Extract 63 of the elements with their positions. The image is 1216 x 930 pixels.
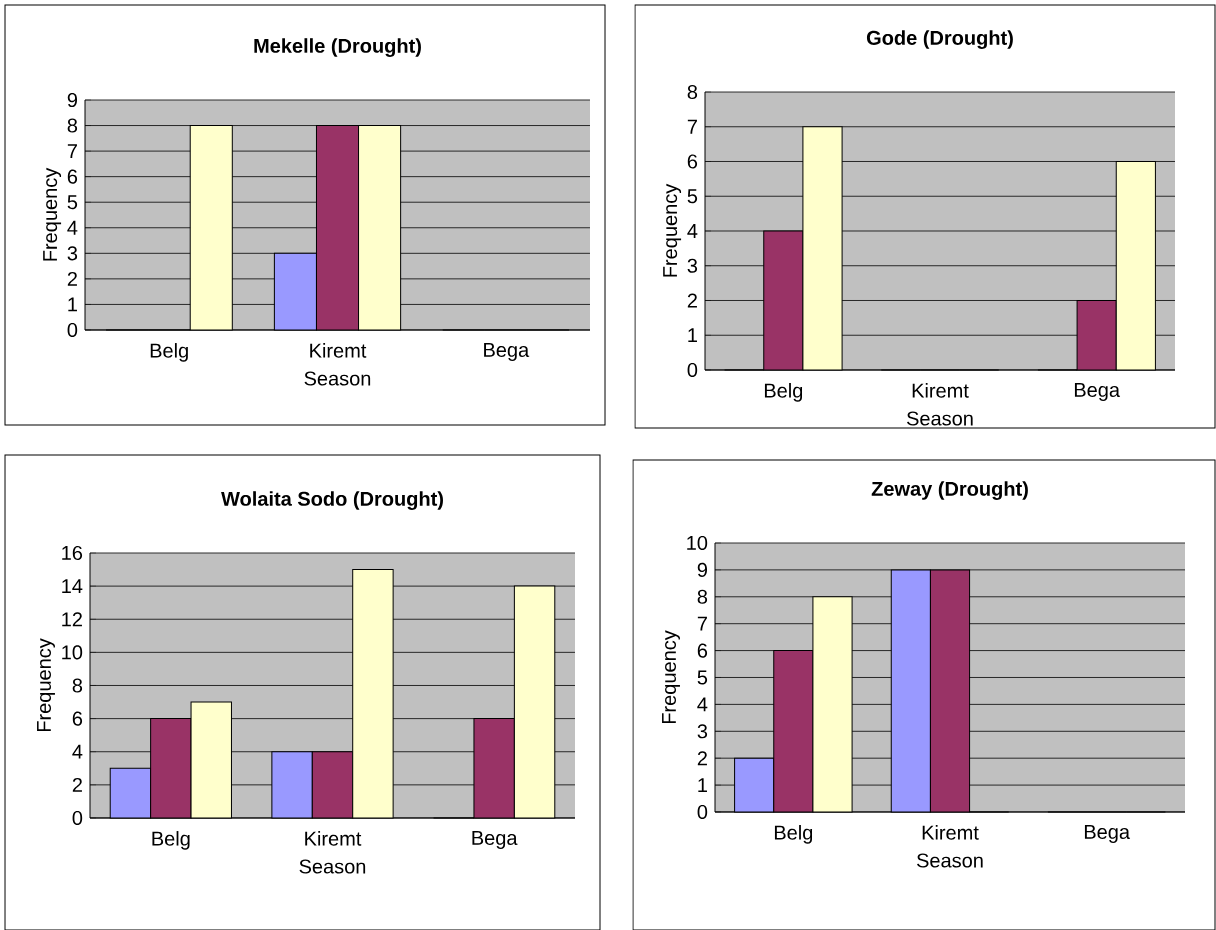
- y-tick-label: 6: [67, 169, 78, 184]
- y-tick-label: 7: [687, 119, 697, 134]
- y-tick-label: 8: [697, 589, 708, 604]
- chart-title: Zeway (Drought): [871, 480, 1028, 500]
- x-tick-label: Kiremt: [912, 382, 969, 398]
- y-tick-label: 5: [67, 194, 78, 209]
- x-tick-label: Belg: [764, 382, 803, 402]
- y-tick-label: 8: [72, 678, 83, 693]
- y-tick-label: 2: [687, 293, 697, 308]
- y-tick-label: 9: [697, 562, 708, 577]
- chart-title: Mekelle (Drought): [254, 37, 421, 57]
- y-tick-label: 6: [697, 643, 708, 658]
- y-tick-label: 7: [67, 143, 77, 158]
- y-tick-label: 7: [697, 616, 707, 631]
- y-tick-label: 1: [688, 328, 697, 342]
- x-axis-title: Season: [304, 371, 371, 386]
- y-tick-label: 5: [687, 189, 698, 203]
- y-tick-label: 9: [67, 92, 78, 107]
- y-tick-label: 0: [72, 810, 83, 825]
- y-tick-label: 4: [72, 744, 83, 759]
- y-tick-label: 0: [67, 322, 78, 337]
- y-axis-title: Frequency: [37, 638, 55, 731]
- x-axis-title: Season: [299, 859, 366, 874]
- y-tick-label: 14: [62, 578, 83, 593]
- x-tick-label: Bega: [1074, 382, 1121, 401]
- y-tick-label: 5: [697, 670, 708, 685]
- x-tick-label: Bega: [484, 342, 530, 361]
- y-tick-label: 0: [687, 362, 698, 377]
- y-tick-label: 3: [67, 246, 78, 261]
- x-tick-label: Belg: [152, 830, 190, 850]
- y-tick-label: 3: [697, 723, 708, 739]
- y-tick-label: 3: [687, 258, 698, 273]
- x-tick-label: Kiremt: [305, 830, 362, 846]
- y-tick-label: 6: [72, 711, 83, 726]
- y-tick-label: 0: [697, 804, 708, 819]
- x-axis-title: Season: [907, 411, 973, 426]
- y-tick-label: 1: [698, 777, 707, 792]
- y-tick-label: 16: [62, 545, 83, 560]
- y-axis-title: Frequency: [663, 183, 682, 277]
- chart-title: Gode (Drought): [866, 29, 1013, 49]
- y-tick-label: 10: [687, 535, 708, 550]
- y-tick-label: 1: [68, 297, 77, 312]
- y-tick-label: 2: [697, 750, 707, 765]
- y-tick-label: 8: [687, 84, 698, 99]
- x-tick-label: Bega: [472, 830, 518, 849]
- y-tick-label: 6: [687, 154, 698, 169]
- chart-title: Wolaita Sodo (Drought): [221, 490, 443, 510]
- x-tick-label: Kiremt: [310, 342, 367, 358]
- y-tick-label: 10: [62, 645, 83, 660]
- y-tick-label: 4: [687, 223, 698, 238]
- x-axis-title: Season: [917, 853, 983, 868]
- y-tick-label: 8: [67, 118, 78, 133]
- x-tick-label: Belg: [150, 342, 188, 362]
- y-tick-label: 12: [62, 612, 82, 626]
- x-tick-label: Bega: [1084, 824, 1131, 843]
- x-tick-label: Kiremt: [922, 824, 979, 840]
- y-tick-label: 4: [67, 220, 78, 235]
- y-axis-title: Frequency: [662, 630, 680, 723]
- x-tick-label: Belg: [774, 824, 813, 844]
- y-tick-label: 2: [67, 271, 77, 286]
- y-tick-label: 4: [697, 697, 708, 712]
- y-axis-title: Frequency: [43, 167, 62, 261]
- y-tick-label: 2: [72, 777, 82, 792]
